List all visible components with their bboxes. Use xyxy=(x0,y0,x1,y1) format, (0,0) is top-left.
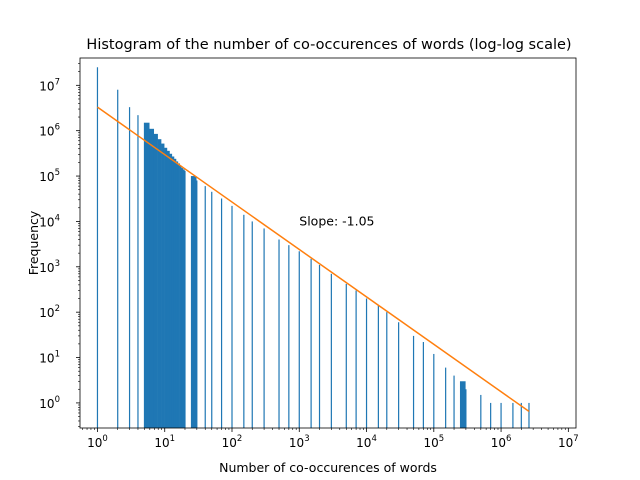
chart-title: Histogram of the number of co-occurences… xyxy=(86,37,571,53)
y-tick-label: 103 xyxy=(39,259,60,275)
histogram-bar xyxy=(175,161,179,428)
histogram-bar xyxy=(211,191,213,428)
x-tick-label: 103 xyxy=(289,434,310,450)
histogram-bar xyxy=(422,342,424,428)
y-tick-label: 105 xyxy=(39,168,60,184)
histogram-bar xyxy=(166,150,170,429)
histogram-bar xyxy=(490,402,492,428)
x-tick-label: 101 xyxy=(154,434,175,450)
x-tick-label: 105 xyxy=(423,434,444,450)
histogram-bar xyxy=(190,176,197,428)
y-axis-ticks: 100 101 102 103 104 105 106 107 xyxy=(39,63,80,427)
histogram-bar xyxy=(96,67,99,428)
histogram-bar xyxy=(143,122,150,429)
histogram-bar xyxy=(459,381,466,428)
histogram-bar xyxy=(433,353,435,428)
histogram-bar xyxy=(310,258,312,428)
histogram-bar xyxy=(520,402,522,428)
slope-annotation: Slope: -1.05 xyxy=(299,213,374,228)
histogram-bar xyxy=(355,290,357,428)
histogram-bar xyxy=(161,143,165,428)
histogram-bar xyxy=(179,165,182,428)
histogram-bar xyxy=(157,139,162,428)
y-tick-label: 100 xyxy=(39,395,60,411)
histogram-bars xyxy=(96,67,530,429)
histogram-bar xyxy=(465,389,467,428)
histogram-bar xyxy=(243,214,245,428)
histogram-bar xyxy=(117,89,119,428)
histogram-bar xyxy=(153,133,158,429)
histogram-bar xyxy=(386,312,388,428)
histogram-bar xyxy=(453,375,455,428)
y-tick-label: 106 xyxy=(39,123,60,139)
histogram-bar xyxy=(377,305,379,428)
histogram-bar xyxy=(137,115,139,428)
histogram-bar xyxy=(184,170,186,429)
histogram-bar xyxy=(149,128,155,428)
histogram-bar xyxy=(445,367,447,428)
histogram-bar xyxy=(288,245,290,428)
y-axis-label: Frequency xyxy=(26,210,41,275)
histogram-bar xyxy=(528,402,530,428)
plot-frame xyxy=(79,57,577,429)
histogram-bar xyxy=(196,180,198,428)
histogram-bar xyxy=(128,107,131,428)
histogram-bar xyxy=(251,221,253,428)
histogram-bar xyxy=(173,158,177,428)
histogram-bar xyxy=(220,198,223,428)
x-tick-label: 107 xyxy=(558,434,579,450)
histogram-bar xyxy=(345,283,347,428)
histogram-bar xyxy=(512,402,514,428)
histogram-bar xyxy=(412,335,415,428)
histogram-bar xyxy=(263,228,265,428)
y-tick-label: 107 xyxy=(39,77,60,93)
y-tick-label: 104 xyxy=(39,213,60,229)
y-tick-label: 102 xyxy=(39,304,60,320)
histogram-bar xyxy=(318,264,321,428)
x-tick-label: 104 xyxy=(356,434,377,450)
x-tick-label: 102 xyxy=(222,434,243,450)
x-axis-ticks: 100 101 102 103 104 105 106 107 xyxy=(82,428,579,450)
histogram-bar xyxy=(278,239,280,428)
x-tick-label: 106 xyxy=(491,434,512,450)
histogram-bar xyxy=(204,186,206,428)
histogram-bar xyxy=(500,402,502,428)
x-axis-label: Number of co-occurences of words xyxy=(219,460,437,475)
fit-line-group xyxy=(97,106,530,413)
histogram-bar xyxy=(398,322,400,428)
histogram-bar xyxy=(171,156,175,428)
x-tick-label: 100 xyxy=(87,434,108,450)
histogram-bar xyxy=(177,163,180,428)
histogram-bar xyxy=(365,298,368,428)
y-tick-label: 101 xyxy=(39,350,60,366)
histogram-bar xyxy=(182,169,185,429)
histogram-bar xyxy=(480,394,482,428)
histogram-bar xyxy=(330,273,332,428)
histogram-bar xyxy=(298,251,300,428)
histogram-bar xyxy=(181,168,184,428)
histogram-bar xyxy=(169,153,173,429)
histogram-bar xyxy=(231,205,233,428)
fit-line xyxy=(97,106,530,413)
histogram-bar xyxy=(164,147,168,429)
